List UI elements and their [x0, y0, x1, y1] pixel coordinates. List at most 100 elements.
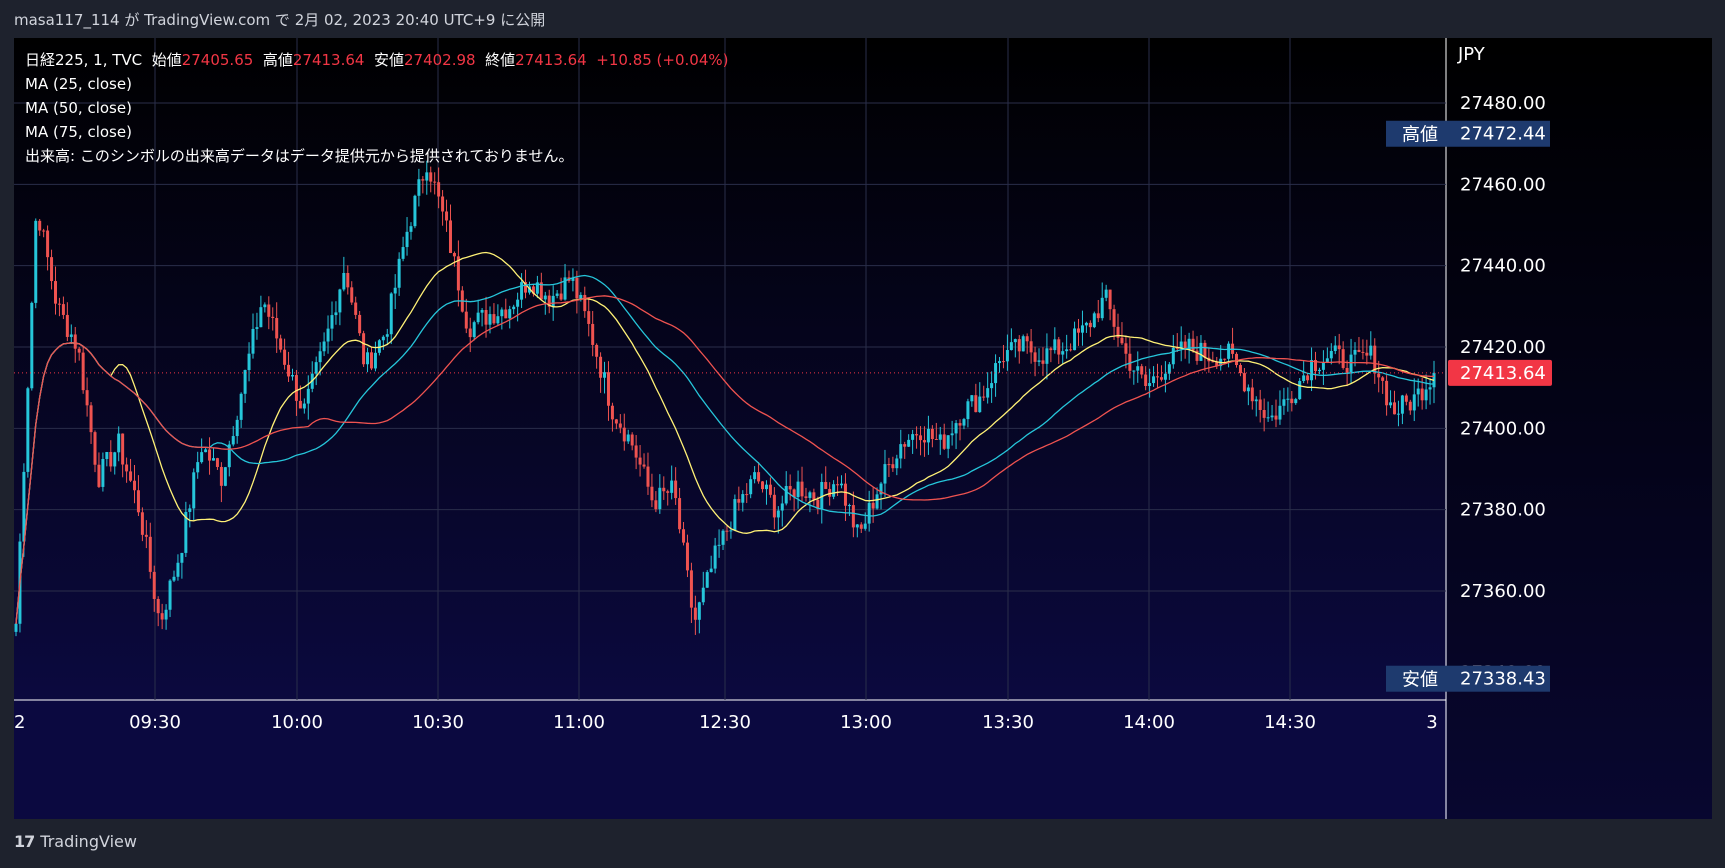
- candle-body[interactable]: [1353, 349, 1357, 355]
- candle-body[interactable]: [1069, 349, 1073, 351]
- candle-body[interactable]: [753, 472, 757, 480]
- candle-body[interactable]: [46, 230, 50, 258]
- candle-body[interactable]: [429, 172, 433, 182]
- candle-body[interactable]: [749, 479, 753, 495]
- candle-body[interactable]: [433, 181, 437, 183]
- candle-body[interactable]: [77, 348, 81, 353]
- candle-body[interactable]: [204, 449, 208, 453]
- candle-body[interactable]: [69, 334, 73, 337]
- candle-body[interactable]: [168, 580, 172, 610]
- candle-body[interactable]: [287, 364, 291, 377]
- candle-body[interactable]: [1025, 336, 1029, 342]
- candle-body[interactable]: [634, 445, 638, 458]
- candle-body[interactable]: [926, 428, 930, 443]
- candle-body[interactable]: [816, 499, 820, 509]
- candle-body[interactable]: [247, 353, 251, 371]
- candle-body[interactable]: [571, 277, 575, 281]
- candle-body[interactable]: [512, 306, 516, 310]
- candle-body[interactable]: [599, 356, 603, 378]
- candle-body[interactable]: [808, 492, 812, 498]
- candle-body[interactable]: [89, 405, 93, 433]
- candle-body[interactable]: [606, 372, 610, 406]
- candle-body[interactable]: [638, 457, 642, 465]
- candle-body[interactable]: [1333, 345, 1337, 351]
- candle-body[interactable]: [642, 464, 646, 467]
- candle-body[interactable]: [1152, 376, 1156, 384]
- candle-body[interactable]: [1254, 399, 1258, 402]
- candle-body[interactable]: [302, 403, 306, 409]
- candle-body[interactable]: [1092, 313, 1096, 328]
- candle-body[interactable]: [994, 363, 998, 384]
- candle-body[interactable]: [524, 282, 528, 293]
- candle-body[interactable]: [1013, 339, 1017, 343]
- candle-body[interactable]: [425, 172, 429, 181]
- candle-body[interactable]: [1033, 352, 1037, 362]
- candle-body[interactable]: [812, 492, 816, 500]
- candle-body[interactable]: [1420, 388, 1424, 401]
- candle-body[interactable]: [164, 609, 168, 620]
- candle-body[interactable]: [824, 482, 828, 489]
- candle-body[interactable]: [970, 395, 974, 402]
- candle-body[interactable]: [575, 277, 579, 299]
- ma75-legend[interactable]: MA (75, close): [25, 123, 132, 141]
- candle-body[interactable]: [251, 328, 255, 354]
- candle-body[interactable]: [780, 503, 784, 511]
- candle-body[interactable]: [125, 464, 129, 472]
- candle-body[interactable]: [484, 309, 488, 325]
- candle-body[interactable]: [516, 299, 520, 307]
- candle-body[interactable]: [456, 256, 460, 291]
- candle-body[interactable]: [697, 602, 701, 620]
- candle-body[interactable]: [1258, 399, 1262, 411]
- candle-body[interactable]: [223, 467, 227, 486]
- candle-body[interactable]: [172, 576, 176, 581]
- candle-body[interactable]: [1096, 313, 1100, 319]
- candle-body[interactable]: [215, 458, 219, 467]
- candle-body[interactable]: [472, 322, 476, 338]
- candle-body[interactable]: [1199, 342, 1203, 361]
- candle-body[interactable]: [350, 287, 354, 303]
- candle-body[interactable]: [883, 464, 887, 484]
- candle-body[interactable]: [409, 226, 413, 232]
- candle-body[interactable]: [1080, 325, 1084, 333]
- last-price-badge[interactable]: [1448, 359, 1552, 386]
- candle-body[interactable]: [476, 312, 480, 323]
- candle-body[interactable]: [745, 494, 749, 496]
- symbol-label[interactable]: 日経225, 1, TVC: [25, 51, 143, 69]
- candle-body[interactable]: [508, 309, 512, 319]
- low-badge[interactable]: [1386, 665, 1550, 692]
- candle-body[interactable]: [480, 309, 484, 313]
- candle-body[interactable]: [662, 487, 666, 492]
- candle-body[interactable]: [915, 434, 919, 436]
- candle-body[interactable]: [140, 512, 144, 535]
- candle-body[interactable]: [543, 295, 547, 300]
- candle-body[interactable]: [294, 375, 298, 401]
- candle-body[interactable]: [373, 352, 377, 369]
- candle-body[interactable]: [389, 293, 393, 335]
- candle-body[interactable]: [437, 182, 441, 197]
- candle-body[interactable]: [101, 458, 105, 487]
- candle-body[interactable]: [650, 486, 654, 501]
- candle-body[interactable]: [1290, 398, 1294, 404]
- candle-body[interactable]: [1179, 341, 1183, 349]
- candle-body[interactable]: [950, 433, 954, 436]
- candle-body[interactable]: [879, 483, 883, 495]
- candle-body[interactable]: [338, 289, 342, 313]
- candle-body[interactable]: [1112, 309, 1116, 327]
- candle-body[interactable]: [200, 452, 204, 463]
- candle-body[interactable]: [290, 375, 294, 377]
- candle-body[interactable]: [393, 287, 397, 294]
- candle-body[interactable]: [1337, 345, 1341, 350]
- candle-body[interactable]: [322, 341, 326, 352]
- candle-body[interactable]: [283, 349, 287, 365]
- candle-body[interactable]: [468, 328, 472, 338]
- candle-body[interactable]: [500, 309, 504, 317]
- candle-body[interactable]: [796, 481, 800, 498]
- candle-body[interactable]: [887, 464, 891, 466]
- candle-body[interactable]: [547, 295, 551, 307]
- candle-body[interactable]: [1373, 345, 1377, 374]
- candle-body[interactable]: [1381, 377, 1385, 381]
- candle-body[interactable]: [1211, 361, 1215, 363]
- candle-body[interactable]: [160, 613, 164, 620]
- candle-body[interactable]: [1306, 375, 1310, 381]
- candle-body[interactable]: [1270, 415, 1274, 418]
